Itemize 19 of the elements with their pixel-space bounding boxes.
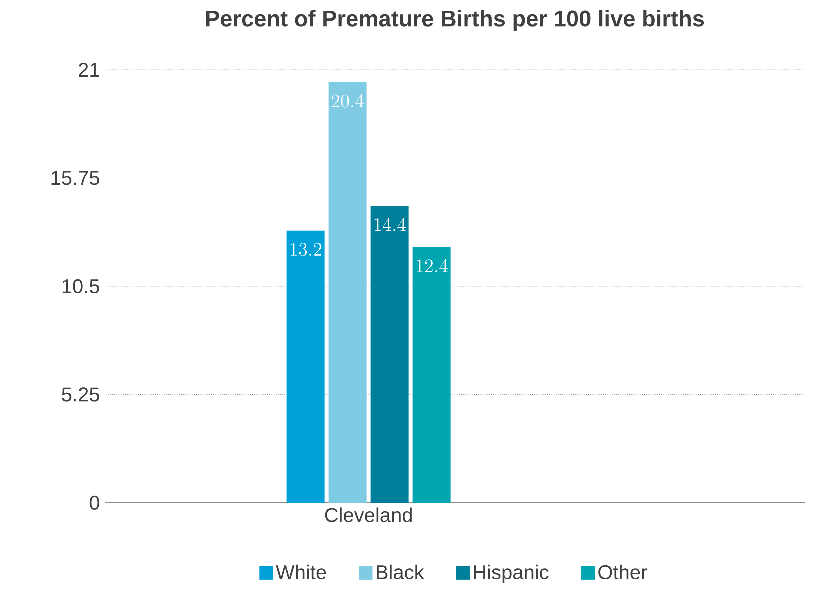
y-tick-label: 10.5	[62, 279, 100, 294]
x-tick-label: Cleveland	[325, 508, 412, 522]
chart-title: Percent of Premature Births per 100 live births	[206, 10, 704, 32]
y-tick-label: 15.75	[52, 171, 100, 186]
data-label: 13.2	[290, 243, 322, 256]
data-label: 12.4	[416, 259, 448, 272]
bar	[370, 206, 409, 503]
legend-label: Hispanic	[474, 564, 549, 584]
bar	[328, 82, 367, 503]
bar	[412, 247, 451, 503]
y-tick-label: 21	[79, 63, 100, 77]
data-label: 14.4	[374, 218, 406, 232]
legend-label: Black	[377, 564, 424, 580]
y-tick-label: 5.25	[62, 388, 100, 402]
data-label: 20.4	[332, 94, 364, 108]
legend-label: Other	[598, 564, 648, 580]
legend-label: White	[276, 564, 326, 580]
bar	[286, 230, 325, 503]
y-tick-label: 0	[90, 496, 100, 510]
